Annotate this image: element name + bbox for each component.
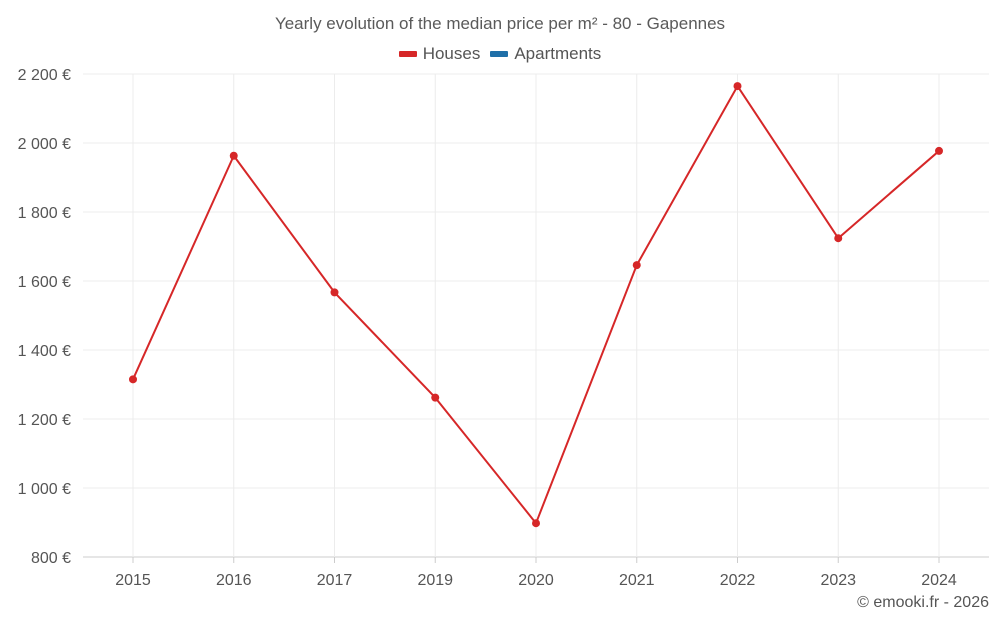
x-tick-label: 2021 bbox=[619, 572, 655, 589]
y-tick-label: 1 600 € bbox=[18, 274, 71, 291]
y-tick-label: 2 000 € bbox=[18, 136, 71, 153]
data-point-houses[interactable] bbox=[532, 519, 540, 528]
y-tick-label: 1 200 € bbox=[18, 412, 71, 429]
chart-title: Yearly evolution of the median price per… bbox=[274, 14, 726, 33]
y-tick-label: 1 000 € bbox=[18, 481, 71, 498]
x-tick-label: 2015 bbox=[115, 572, 151, 589]
legend-swatch-houses bbox=[398, 51, 417, 57]
data-point-houses[interactable] bbox=[229, 151, 238, 160]
data-point-houses[interactable] bbox=[935, 146, 943, 155]
x-tick-label: 2023 bbox=[820, 572, 856, 589]
credit-text: © emooki.fr - 2026 bbox=[857, 594, 989, 611]
data-point-houses[interactable] bbox=[834, 234, 843, 243]
legend-item-houses[interactable]: Houses bbox=[398, 44, 481, 64]
y-tick-label: 1 800 € bbox=[18, 205, 71, 222]
data-point-houses[interactable] bbox=[330, 288, 339, 297]
x-tick-label: 2024 bbox=[921, 572, 957, 589]
y-tick-label: 800 € bbox=[31, 550, 71, 567]
x-tick-label: 2019 bbox=[417, 572, 453, 589]
legend-item-apartments[interactable]: Apartments bbox=[490, 44, 601, 64]
legend-swatch-apartments bbox=[490, 51, 509, 57]
x-tick-label: 2020 bbox=[518, 572, 554, 589]
x-tick-label: 2022 bbox=[720, 572, 756, 589]
y-tick-label: 1 400 € bbox=[18, 343, 71, 360]
legend: Houses Apartments bbox=[0, 44, 1000, 64]
y-tick-label: 2 200 € bbox=[18, 67, 71, 84]
data-point-houses[interactable] bbox=[431, 393, 440, 402]
legend-label-apartments: Apartments bbox=[514, 44, 602, 63]
x-tick-label: 2016 bbox=[216, 572, 252, 589]
x-tick-label: 2017 bbox=[317, 572, 353, 589]
data-point-houses[interactable] bbox=[632, 261, 641, 270]
data-point-houses[interactable] bbox=[129, 375, 137, 384]
data-point-houses[interactable] bbox=[733, 82, 742, 91]
legend-label-houses: Houses bbox=[422, 44, 481, 63]
